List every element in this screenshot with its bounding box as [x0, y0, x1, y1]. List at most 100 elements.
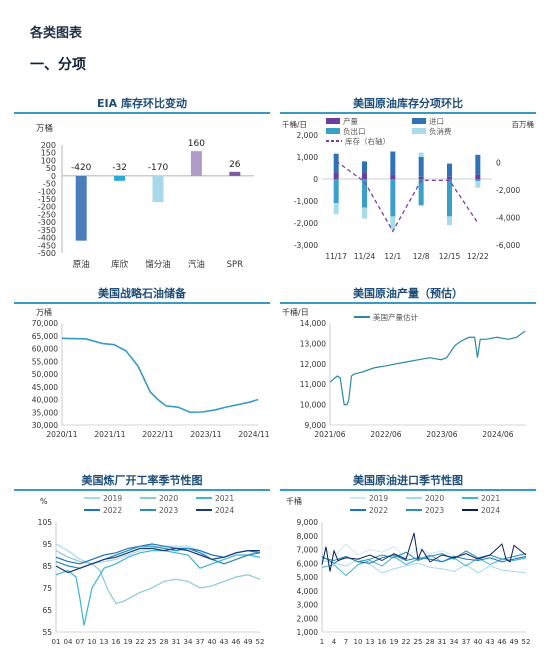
imports-xtick-3: 10: [354, 638, 363, 646]
refinery-xtick-10: 31: [172, 638, 181, 646]
spr-ytick-2: 60,000: [32, 345, 58, 354]
components-category-3: 12/8: [413, 252, 430, 261]
refinery-legend-2-label: 2021: [215, 494, 234, 503]
eia-category-2: 馏分油: [145, 259, 171, 270]
eia-category-3: 汽油: [188, 259, 205, 270]
eia-ytick-12: -400: [38, 234, 56, 243]
spr-xtick-4: 2024/11: [238, 430, 269, 439]
production-xtick-3: 2024/06: [482, 430, 513, 439]
components-category-2: 12/1: [384, 252, 401, 261]
production-ylabel: 千桶/日: [282, 307, 309, 317]
components-bar-1-5: [475, 154, 481, 175]
eia-ytick-14: -500: [38, 249, 56, 258]
refinery-xtick-12: 37: [196, 638, 205, 646]
eia-bar-3: [190, 151, 202, 176]
components-ytick-right-0: 0: [496, 159, 501, 168]
production-ytick-4: 10,000: [300, 401, 326, 410]
components-category-1: 11/24: [354, 252, 376, 261]
spr-ylabel: 万桶: [36, 307, 52, 317]
imports-series-line-2: [321, 554, 527, 577]
spr-xtick-1: 2021/11: [94, 430, 125, 439]
production-ytick-2: 12,000: [300, 360, 326, 369]
refinery-xtick-2: 07: [76, 638, 85, 646]
eia-value-label-0: -420: [71, 163, 92, 173]
imports-xtick-10: 31: [438, 638, 447, 646]
spr-ytick-8: 30,000: [32, 421, 58, 430]
refinery-ylabel: %: [40, 497, 48, 506]
components-ytick-left-1: 1,000: [297, 153, 319, 162]
eia-ylabel: 万桶: [36, 123, 53, 134]
imports-xtick-11: 34: [450, 638, 459, 646]
imports-ytick-6: 3,000: [297, 601, 319, 610]
eia-value-label-3: 160: [188, 139, 205, 149]
imports-xtick-8: 25: [414, 638, 423, 646]
production-xtick-0: 2021/06: [314, 430, 345, 439]
eia-ytick-10: -300: [38, 218, 56, 227]
components-legend-label-1: 进口: [429, 117, 444, 126]
eia-bar-0: [75, 175, 87, 241]
refinery-legend-5-label: 2024: [215, 506, 234, 515]
components-bar-0-1: [362, 172, 367, 179]
imports-ytick-0: 9,000: [297, 518, 319, 527]
spr-ytick-4: 50,000: [32, 370, 58, 379]
production-xtick-2: 2023/06: [426, 430, 457, 439]
components-ytick-left-3: -1,000: [294, 197, 318, 206]
refinery-ytick-4: 65: [42, 606, 52, 615]
components-ytick-left-0: 2,000: [297, 131, 319, 140]
eia-bar-1: [114, 175, 126, 181]
refinery-xtick-15: 46: [232, 638, 241, 646]
eia-bar-2: [152, 175, 164, 203]
refinery-xtick-4: 13: [100, 638, 109, 646]
imports-legend-2-label: 2021: [481, 494, 500, 503]
eia-ytick-5: -50: [43, 180, 56, 189]
refinery-series-line-1: [55, 550, 261, 605]
eia-value-label-1: -32: [112, 163, 127, 173]
eia-ytick-2: 100: [41, 156, 56, 165]
eia-category-4: SPR: [227, 260, 244, 270]
eia-title: EIA 库存环比变动: [97, 97, 187, 110]
refinery-ytick-2: 85: [42, 562, 52, 571]
components-bar-3-3: [418, 152, 424, 157]
eia-ytick-9: -250: [38, 210, 56, 219]
production-ytick-3: 11,000: [300, 380, 326, 389]
refinery-xtick-5: 16: [112, 638, 121, 646]
components-legend-swatch-1: [412, 118, 426, 124]
imports-legend-5-label: 2024: [481, 506, 500, 515]
components-bar-2-3: [418, 179, 424, 206]
imports-series-line-4: [321, 550, 527, 563]
eia-value-label-2: -170: [148, 163, 169, 173]
imports-xtick-9: 28: [426, 638, 435, 646]
refinery-xtick-7: 22: [136, 638, 145, 646]
spr-panel: 美国战略石油储备 万桶 70,000 65,000 60,000 55,000 50,00…: [14, 285, 270, 445]
components-ylabel-left: 千桶/日: [282, 119, 307, 129]
spr-ytick-5: 45,000: [32, 383, 58, 392]
components-ytick-right-1: -2,000: [496, 186, 520, 195]
production-title: 美国原油产量（预估）: [353, 287, 463, 300]
refinery-legend-4-label: 2023: [159, 506, 178, 515]
imports-xtick-15: 46: [498, 638, 507, 646]
refinery-ytick-0: 105: [38, 518, 53, 527]
components-category-0: 11/17: [325, 252, 347, 261]
eia-ytick-6: -100: [38, 187, 56, 196]
spr-ytick-1: 65,000: [32, 332, 58, 341]
production-panel: 美国原油产量（预估） 千桶/日 14,000 13,000 12,000 11,000 1…: [280, 285, 536, 445]
components-bar-2-2: [390, 179, 396, 217]
components-bar-0-2: [390, 174, 396, 179]
components-bar-2-5: [475, 179, 481, 182]
components-bar-3-0: [333, 203, 339, 215]
components-bar-1-2: [390, 151, 396, 175]
components-ytick-right-2: -4,000: [496, 214, 520, 223]
imports-series-line-5: [321, 532, 527, 572]
components-legend-label-2: 负出口: [343, 126, 366, 136]
imports-ytick-7: 2,000: [297, 614, 319, 623]
spr-title: 美国战略石油储备: [98, 287, 186, 300]
components-bar-2-4: [447, 179, 452, 217]
imports-legend-4-label: 2023: [425, 506, 444, 515]
production-ytick-5: 9,000: [305, 421, 327, 430]
refinery-title: 美国炼厂开工率季节性图: [81, 474, 203, 487]
imports-xtick-6: 19: [390, 638, 399, 646]
spr-series-line-0: [61, 337, 259, 414]
eia-ytick-3: 50: [46, 164, 56, 173]
imports-xtick-7: 22: [402, 638, 411, 646]
